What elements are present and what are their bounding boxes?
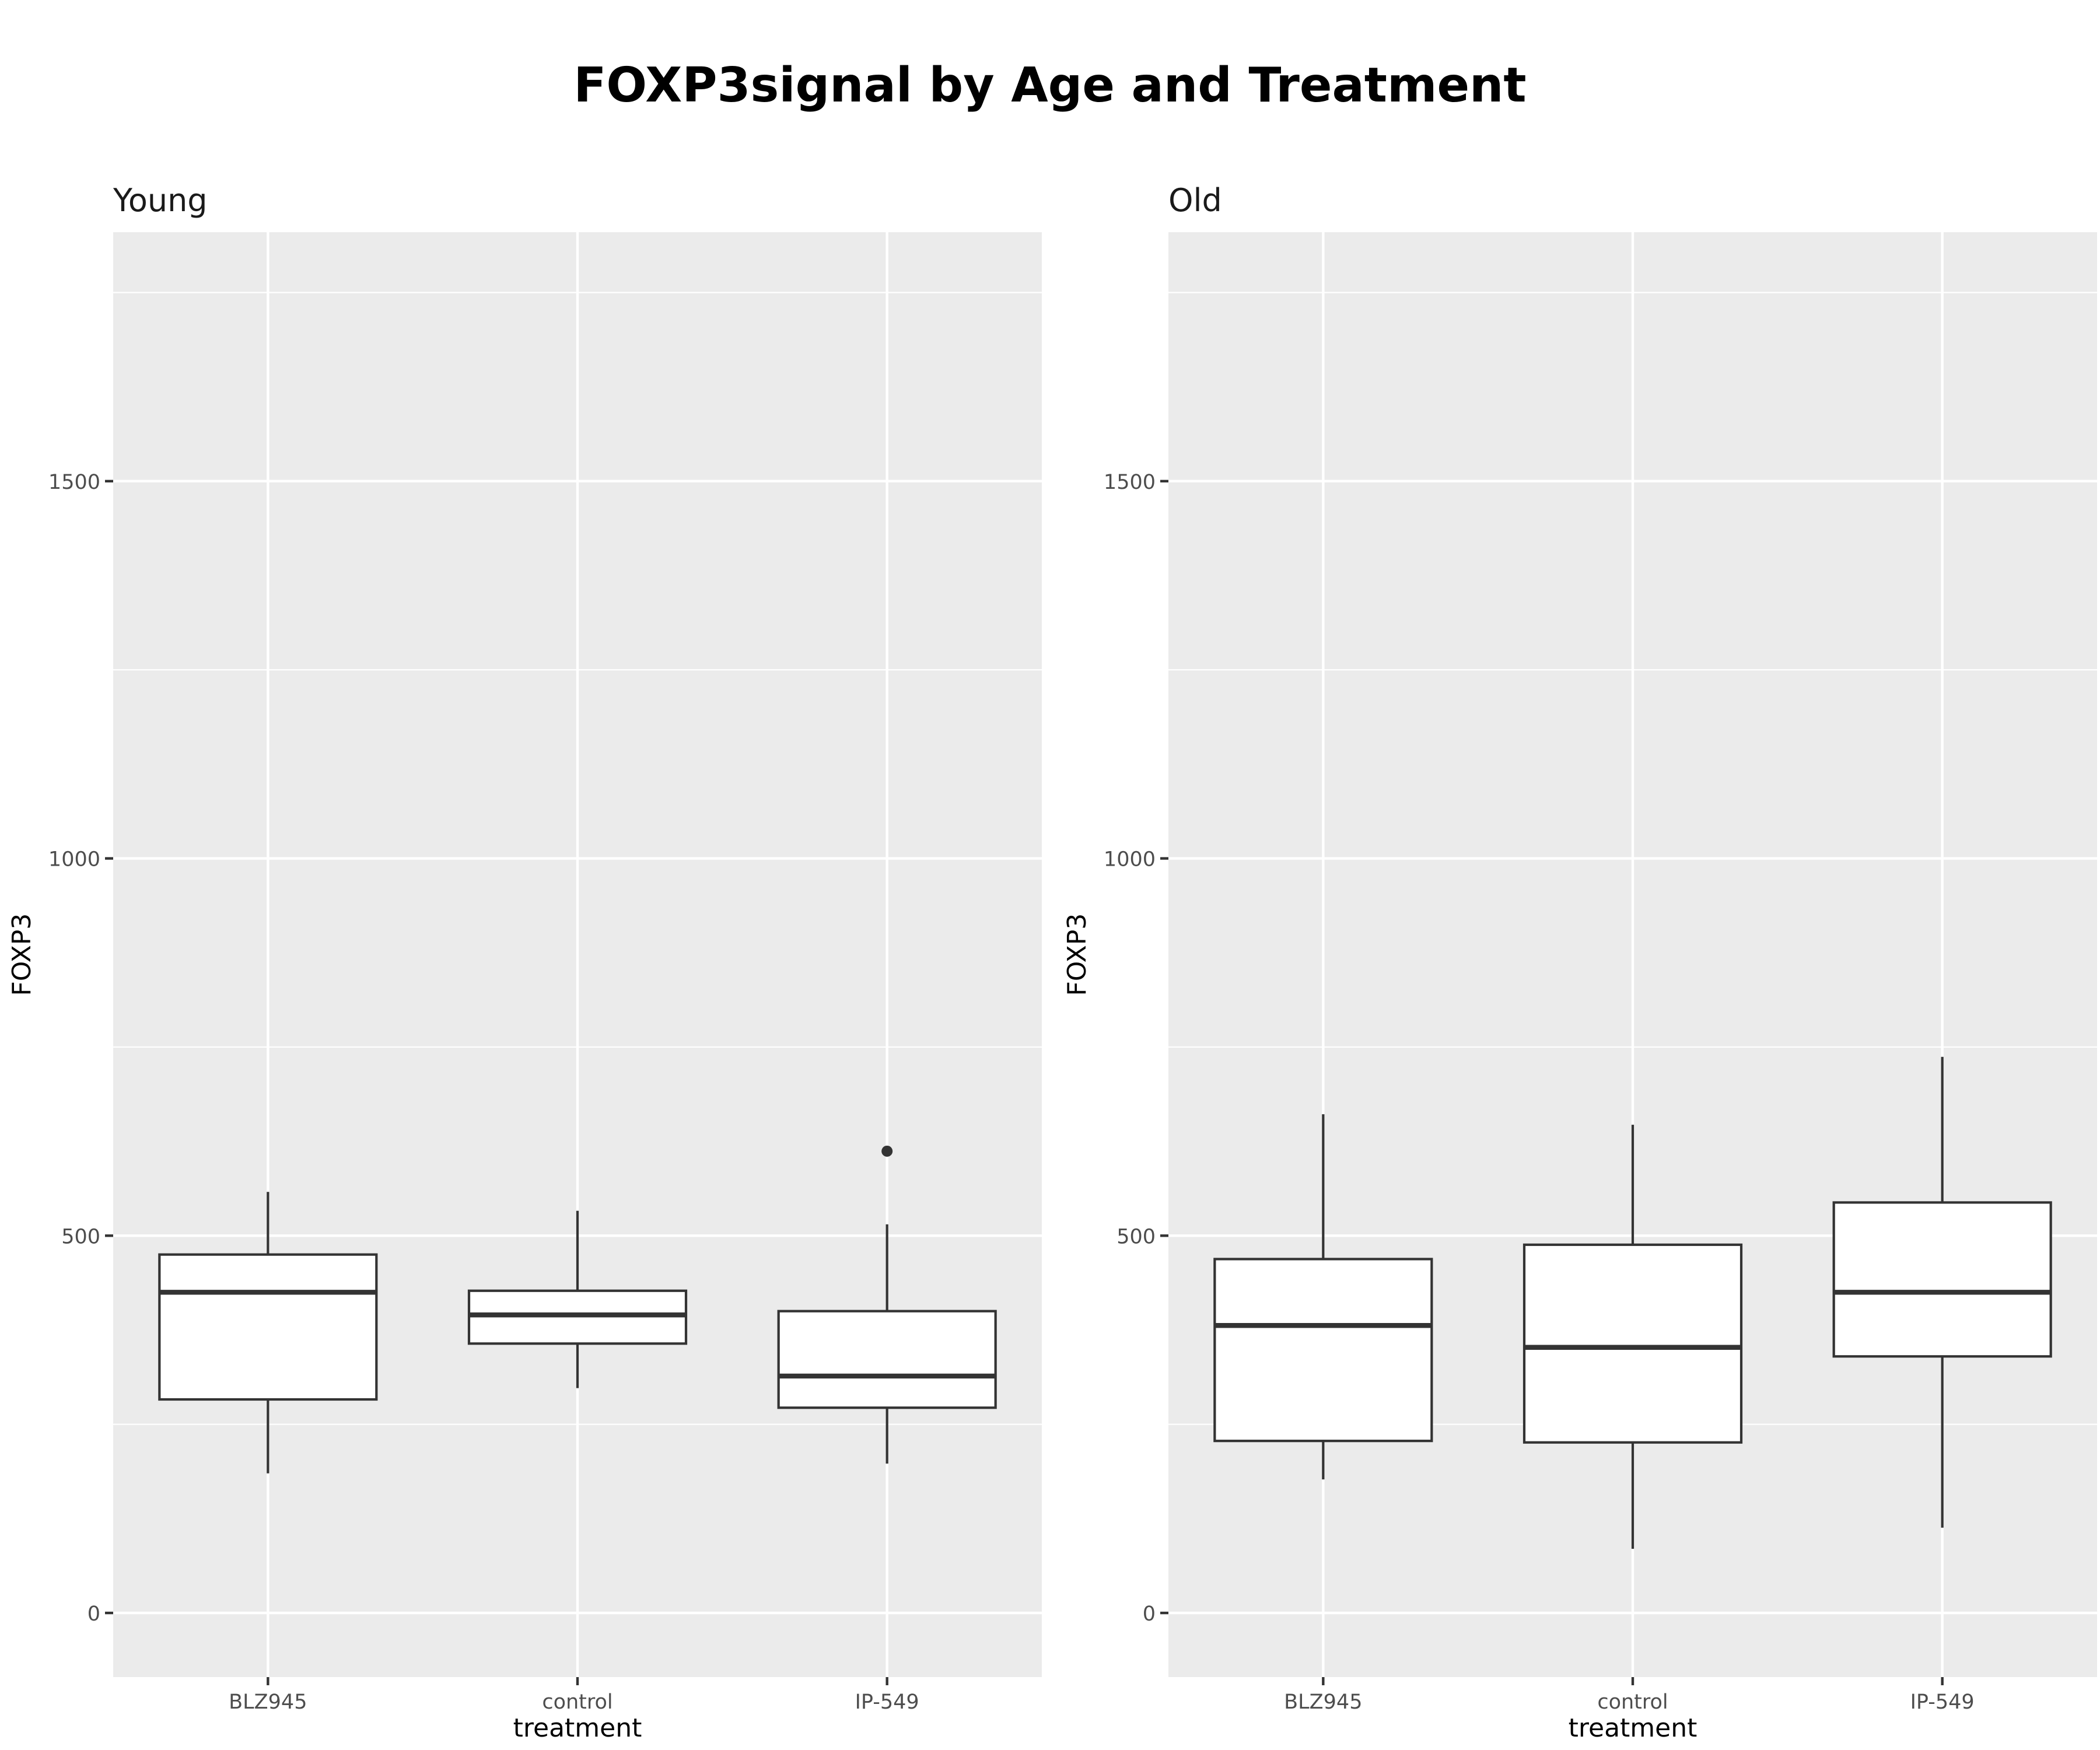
x-tick-label: IP-549 xyxy=(855,1690,919,1714)
box-blz945 xyxy=(158,1192,378,1474)
x-tick-label: control xyxy=(1597,1690,1668,1714)
box-control xyxy=(1522,1125,1743,1549)
box-ip-549 xyxy=(777,1145,997,1464)
y-tick-label: 0 xyxy=(1143,1602,1156,1626)
y-tick-label: 1500 xyxy=(1104,471,1156,494)
y-tick-label: 500 xyxy=(61,1225,100,1248)
chart-title: FOXP3signal by Age and Treatment xyxy=(573,58,1526,113)
box-blz945 xyxy=(1213,1114,1433,1480)
box-ip-549 xyxy=(1832,1056,2052,1528)
x-tick-label: control xyxy=(542,1690,612,1714)
x-tick-label: BLZ945 xyxy=(1284,1690,1362,1714)
box-iqr xyxy=(1832,1201,2052,1358)
panel-old: 0 500 1000 1500 BLZ945 control IP-549 Old treatm… xyxy=(1062,182,2097,1743)
x-axis-title: treatment xyxy=(1569,1713,1698,1743)
y-axis-title: FOXP3 xyxy=(7,914,37,996)
box-control xyxy=(467,1210,688,1388)
box-iqr xyxy=(158,1253,378,1401)
box-iqr xyxy=(1213,1258,1433,1443)
box-iqr xyxy=(1522,1243,1743,1444)
box-iqr xyxy=(777,1310,997,1409)
y-tick-label: 500 xyxy=(1116,1225,1156,1248)
x-axis-title: treatment xyxy=(513,1713,642,1743)
panels-layer: 0 500 1000 1500 BLZ945 control IP-549 Young trea… xyxy=(7,182,2097,1743)
x-tick-label: BLZ945 xyxy=(229,1690,307,1714)
panel-title: Young xyxy=(113,182,208,219)
x-tick-label: IP-549 xyxy=(1910,1690,1975,1714)
y-tick-label: 1000 xyxy=(48,848,100,872)
y-tick-label: 1500 xyxy=(48,471,100,494)
panel-title: Old xyxy=(1168,182,1222,219)
y-axis-title: FOXP3 xyxy=(1062,914,1092,996)
panel-young: 0 500 1000 1500 BLZ945 control IP-549 Young trea… xyxy=(7,182,1042,1743)
outlier-point xyxy=(881,1145,893,1157)
y-tick-label: 0 xyxy=(88,1602,100,1626)
y-tick-label: 1000 xyxy=(1104,848,1156,872)
